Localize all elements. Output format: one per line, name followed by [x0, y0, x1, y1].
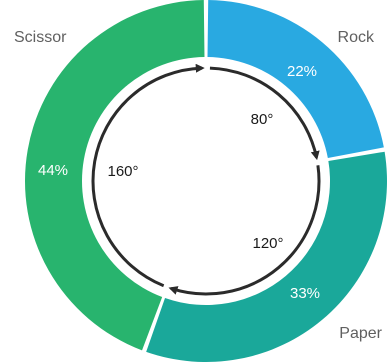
slice-paper: [146, 151, 387, 362]
slices-layer: [24, 0, 387, 362]
slice-scissor: [24, 0, 205, 351]
arrow-rock-to-paper: [209, 66, 320, 161]
labels-layer: Rock Paper Scissor 22% 33% 44% 80° 120° …: [14, 29, 383, 342]
slice-name-label-scissor: Scissor: [14, 29, 67, 46]
slice-rock: [207, 0, 384, 158]
cycle-arrows: [91, 63, 321, 296]
angle-label-80: 80°: [251, 111, 274, 128]
angle-label-120: 120°: [252, 235, 283, 252]
slice-name-label-paper: Paper: [339, 325, 382, 342]
arrow-scissor-to-rock: [91, 63, 205, 288]
slice-name-label-rock: Rock: [338, 29, 375, 46]
arrow-paper-to-scissor: [168, 165, 321, 296]
slice-value-label-scissor: 44%: [38, 162, 68, 179]
angle-label-160: 160°: [107, 163, 138, 180]
slice-value-label-rock: 22%: [287, 63, 317, 80]
slice-value-label-paper: 33%: [290, 285, 320, 302]
